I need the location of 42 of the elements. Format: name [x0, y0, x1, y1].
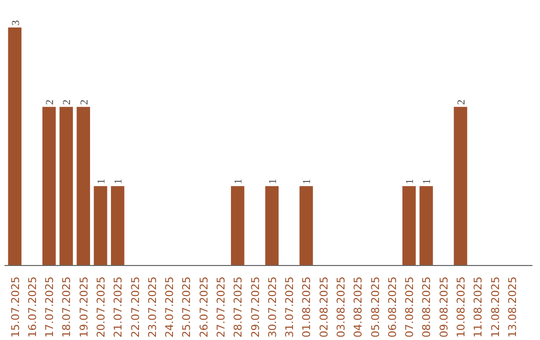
x-tick-label: 26.07.2025 [197, 276, 210, 338]
x-tick-label: 06.08.2025 [386, 276, 399, 338]
x-tick-label: 01.08.2025 [300, 276, 314, 338]
x-tick-label: 17.07.2025 [43, 276, 56, 338]
data-label: 2 [79, 100, 90, 105]
x-tick-label: 24.07.2025 [163, 276, 176, 338]
x-tick-label: 21.07.2025 [112, 276, 125, 338]
x-tick-label: 28.07.2025 [232, 276, 245, 338]
x-tick-label: 31.07.2025 [283, 276, 296, 338]
x-tick-label: 07.08.2025 [403, 276, 416, 338]
x-tick-label: 18.07.2025 [60, 276, 74, 338]
x-tick-label: 16.07.2025 [26, 276, 39, 338]
data-label: 1 [96, 178, 108, 184]
data-label: 1 [268, 178, 279, 184]
data-label: 1 [114, 178, 125, 184]
x-tick-label: 20.07.2025 [94, 276, 108, 338]
x-tick-label: 03.08.2025 [334, 276, 348, 338]
x-tick-label: 23.07.2025 [146, 276, 159, 338]
x-tick-label: 11.08.2025 [472, 276, 485, 338]
x-tick-label: 04.08.2025 [352, 276, 365, 338]
data-label: 2 [62, 100, 74, 105]
data-label: 3 [10, 20, 22, 26]
data-label: 1 [422, 178, 434, 184]
x-tick-label: 22.07.2025 [128, 276, 142, 338]
x-tick-label: 10.08.2025 [454, 276, 468, 338]
x-tick-label: 13.08.2025 [506, 276, 519, 338]
x-tick-label: 02.08.2025 [317, 276, 330, 338]
x-tick-label: 19.07.2025 [77, 276, 90, 338]
x-tick-label: 05.08.2025 [368, 276, 382, 338]
data-label: 1 [234, 178, 245, 184]
data-label: 2 [456, 100, 468, 105]
x-tick-label: 09.08.2025 [437, 276, 450, 338]
x-tick-label: 27.07.2025 [214, 276, 228, 338]
x-tick-label: 30.07.2025 [266, 276, 279, 338]
x-tick-label: 15.07.2025 [8, 276, 22, 338]
x-tick-label: 08.08.2025 [420, 276, 434, 338]
data-label: 1 [405, 178, 416, 184]
x-tick-label: 25.07.2025 [180, 276, 194, 338]
data-label: 2 [45, 100, 56, 105]
x-tick-label: 29.07.2025 [248, 276, 262, 338]
data-label: 1 [302, 178, 314, 184]
x-tick-label: 12.08.2025 [488, 276, 502, 338]
